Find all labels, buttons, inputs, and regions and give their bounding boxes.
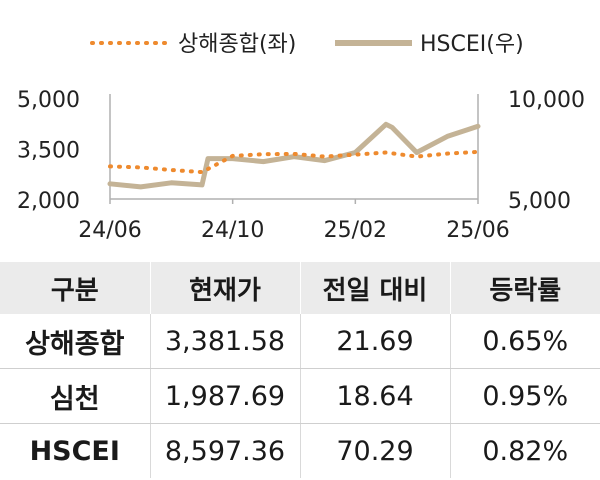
table-row: HSCEI 8,597.36 70.29 0.82%: [0, 424, 600, 479]
row-change: 70.29: [300, 424, 450, 479]
row-rate: 0.65%: [450, 314, 600, 369]
x-tick-label: 24/06: [78, 218, 141, 243]
legend-label-shanghai: 상해종합(좌): [178, 32, 296, 57]
y-left-tick-label: 5,000: [17, 88, 80, 113]
row-rate: 0.82%: [450, 424, 600, 479]
index-table: 구분 현재가 전일 대비 등락률 상해종합 3,381.58 21.69 0.6…: [0, 262, 600, 478]
x-tick-label: 24/10: [201, 218, 264, 243]
legend: 상해종합(좌) HSCEI(우): [92, 32, 524, 57]
row-name: 상해종합: [0, 314, 150, 369]
x-tick-label: 25/02: [324, 218, 387, 243]
row-price: 3,381.58: [150, 314, 300, 369]
chart: 상해종합(좌) HSCEI(우) 5,0003,5002,00010,0005,0…: [0, 0, 600, 262]
row-change: 21.69: [300, 314, 450, 369]
row-price: 1,987.69: [150, 369, 300, 424]
y-left-tick-label: 2,000: [17, 189, 80, 214]
axes: 5,000 3,500 2,000 10,000 5,000 24/06 24/10 25/0…: [17, 88, 585, 243]
header-change: 전일 대비: [300, 262, 450, 314]
y-left-tick-label: 3,500: [17, 139, 80, 164]
row-rate: 0.95%: [450, 369, 600, 424]
table-row: 상해종합 3,381.58 21.69 0.65%: [0, 314, 600, 369]
chart-lines: [110, 124, 478, 187]
header-category: 구분: [0, 262, 150, 314]
series-line-shanghai: [110, 152, 478, 172]
row-change: 18.64: [300, 369, 450, 424]
x-tick-label: 25/06: [446, 218, 509, 243]
table-row: 심천 1,987.69 18.64 0.95%: [0, 369, 600, 424]
y-right-tick-label: 10,000: [508, 88, 585, 113]
table-header-row: 구분 현재가 전일 대비 등락률: [0, 262, 600, 314]
row-name: HSCEI: [0, 424, 150, 479]
y-right-tick-label: 5,000: [508, 189, 571, 214]
legend-label-hscei: HSCEI(우): [420, 32, 524, 57]
header-rate: 등락률: [450, 262, 600, 314]
header-price: 현재가: [150, 262, 300, 314]
row-price: 8,597.36: [150, 424, 300, 479]
row-name: 심천: [0, 369, 150, 424]
